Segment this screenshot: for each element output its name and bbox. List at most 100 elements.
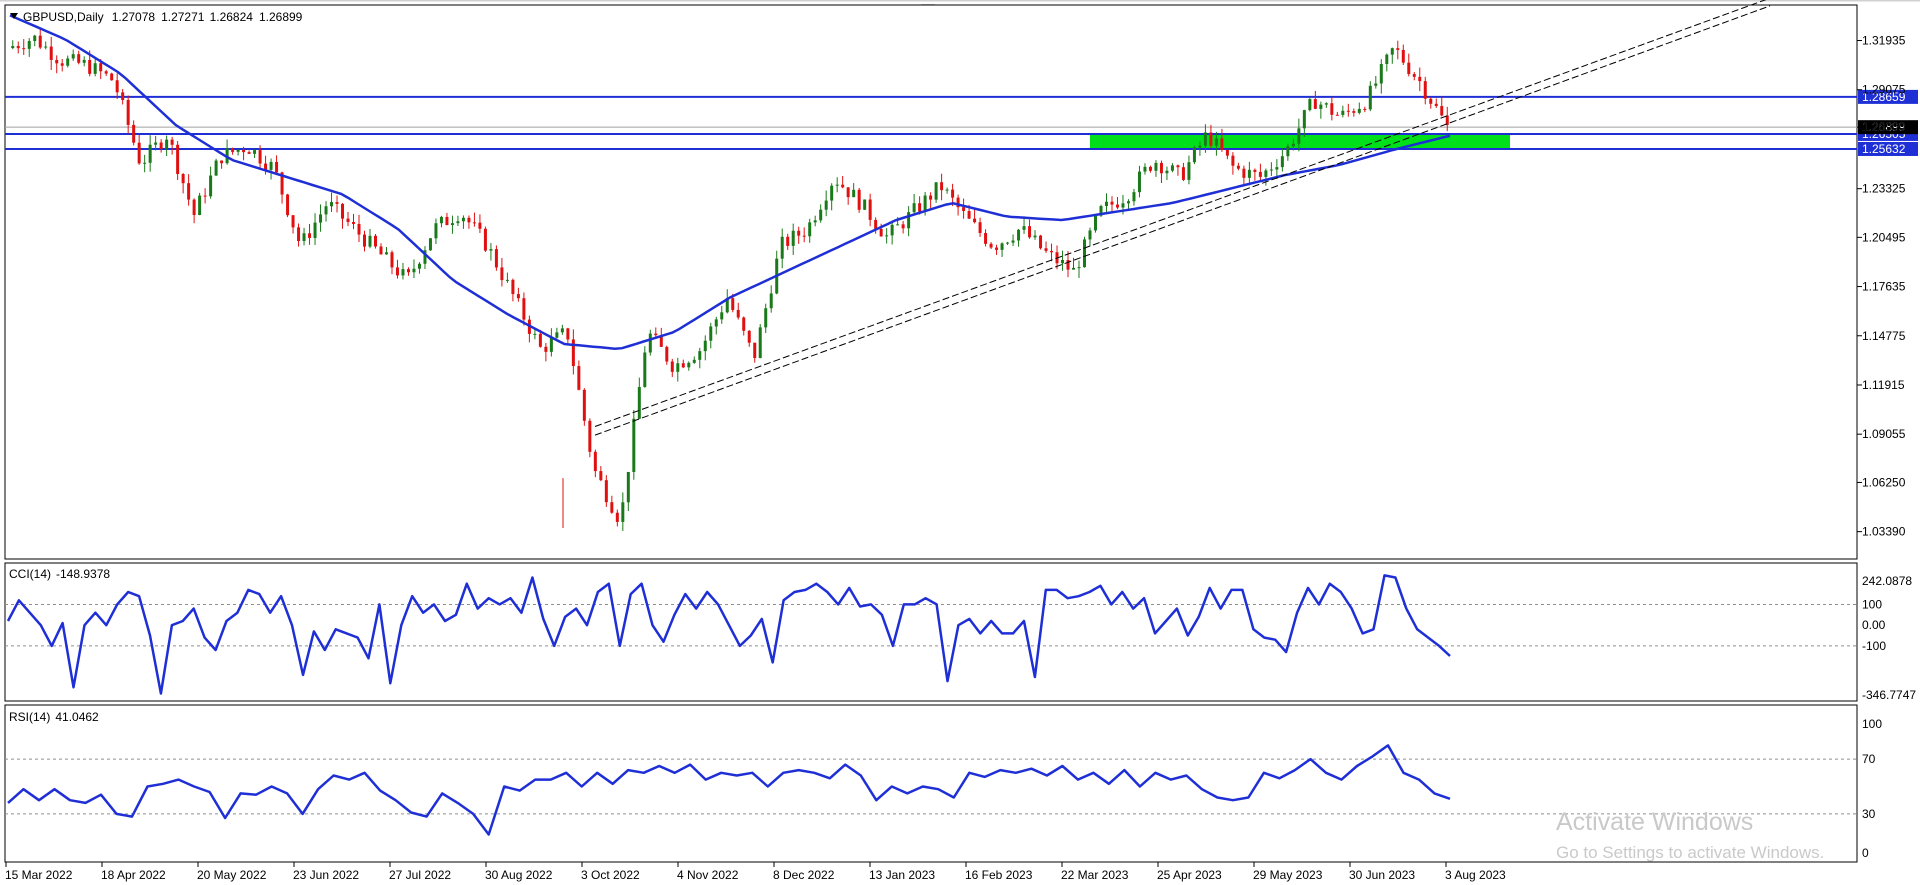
candle-body [1352,111,1356,113]
candle-body [626,471,630,503]
candle-body [203,195,207,197]
candle-body [1006,242,1010,244]
candle-body [434,223,438,239]
current-price-tag [1858,120,1918,135]
candle-body [330,202,334,207]
candle-body [852,189,856,198]
candle-body [373,235,377,247]
candle-body [467,217,471,223]
candle-body [280,172,284,195]
candle-body [500,267,504,281]
time-tick-label: 3 Oct 2022 [581,868,640,882]
candle-body [1390,48,1394,55]
candle-body [1181,167,1185,180]
time-tick-label: 27 Jul 2022 [389,868,451,882]
candle-body [989,243,993,248]
rsi-tick-label: 30 [1862,807,1876,821]
candle-body [1264,170,1268,177]
candle-body [49,46,53,60]
candle-body [137,142,141,164]
moving-average-line [9,14,1451,350]
candle-body [1401,49,1405,63]
candle-body [1445,115,1449,125]
candle-body [549,337,553,352]
candle-body [423,250,427,264]
time-tick-label: 15 Mar 2022 [5,868,73,882]
candle-body [16,46,20,49]
candle-body [1209,132,1213,146]
candle-body [132,124,136,143]
candle-body [77,54,81,63]
candle-body [1242,168,1246,178]
candle-body [934,182,938,200]
candle-body [687,362,691,368]
candle-body [143,162,147,164]
candle-body [929,195,933,200]
candle-body [1121,203,1125,208]
candle-body [593,451,597,472]
candle-body [566,328,570,340]
candle-body [896,224,900,226]
candle-body [264,163,268,170]
price-tick-label: 1.26900 [1862,120,1906,134]
candle-body [1099,206,1103,216]
activation-watermark-title: Activate Windows [1556,808,1753,836]
trendline-upper [594,0,1767,427]
candle-body [110,73,114,81]
cci-name: CCI(14) [9,567,51,581]
ohlc-open: 1.27078 [112,10,156,24]
candle-body [1297,128,1301,144]
candle-body [753,342,757,359]
price-tick-label: 1.11915 [1862,378,1905,392]
candle-body [1220,138,1224,150]
candle-body [654,333,658,336]
candle-body [857,189,861,210]
current-price-label: 1.26899 [1862,120,1906,134]
candle-body [670,361,674,372]
candle-body [231,148,235,152]
time-tick-label: 22 Mar 2023 [1061,868,1129,882]
rsi-panel: 100 70 30 0 RSI(14) 41.0462 [4,704,1882,863]
candle-body [1126,201,1130,204]
candle-body [533,333,537,335]
time-tick-label: 25 Apr 2023 [1157,868,1222,882]
candle-body [709,326,713,341]
candle-body [1017,229,1021,241]
ohlc-low: 1.26824 [210,10,254,24]
time-tick-label: 29 May 2023 [1253,868,1323,882]
candle-body [379,246,383,255]
trendline-lower [594,5,1771,436]
candle-body [1088,230,1092,240]
time-tick-label: 30 Jun 2023 [1349,868,1415,882]
candle-body [357,223,361,235]
symbol-menu-icon[interactable] [10,13,18,19]
candle-body [417,263,421,269]
candle-body [797,230,801,236]
candle-body [1368,85,1372,110]
candle-body [841,184,845,188]
candle-body [967,211,971,219]
candle-body [1269,169,1273,171]
candle-body [830,185,834,201]
cci-label: CCI(14) -148.9378 [9,567,110,581]
candle-body [984,233,988,244]
candle-body [1308,99,1312,111]
candle-body [577,366,581,390]
candle-body [1165,170,1169,174]
candle-body [659,335,663,347]
candle-body [406,269,410,273]
candle-body [1291,143,1295,147]
rsi-tick-label: 70 [1862,752,1876,766]
candle-body [159,142,163,149]
candle-body [555,332,559,338]
level-price-tag [1858,141,1918,156]
candle-body [1044,248,1048,251]
ohlc-high: 1.27271 [161,10,205,24]
candle-body [951,189,955,198]
candle-body [1231,155,1235,166]
rsi-line [7,744,1451,836]
candle-body [1363,108,1367,110]
candle-body [1341,110,1345,115]
candle-body [104,71,108,74]
